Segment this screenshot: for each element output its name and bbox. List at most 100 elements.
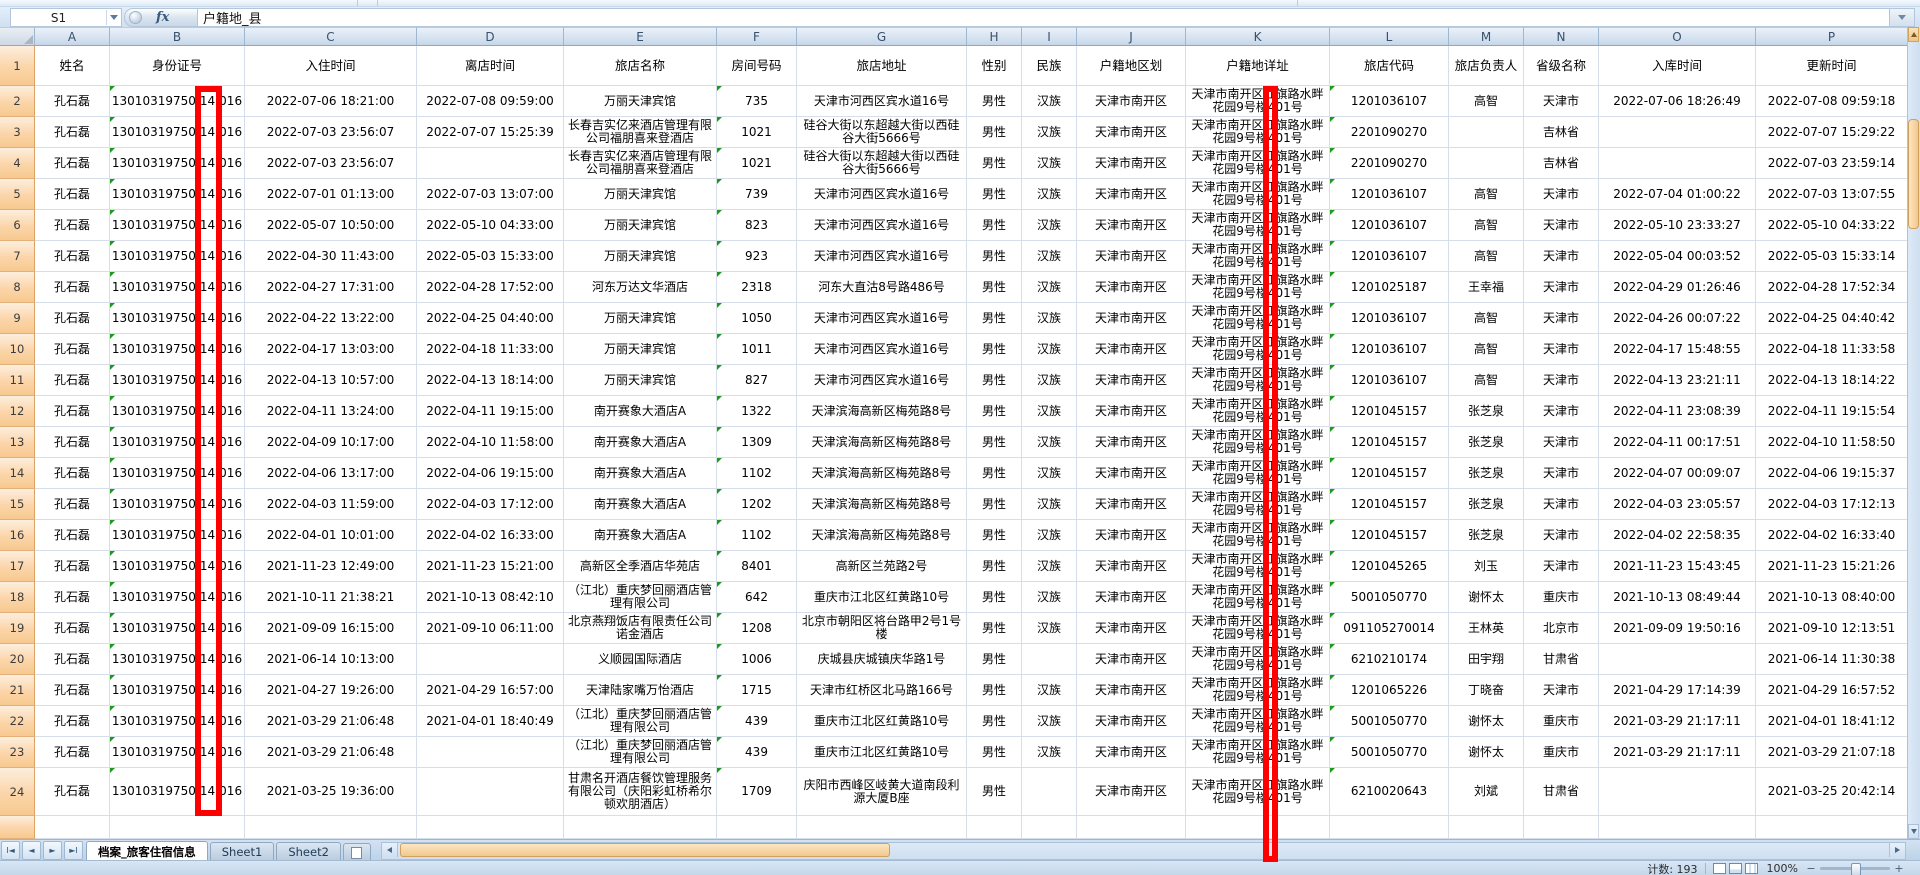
cell-update_time[interactable]: 2022-04-18 11:33:58 — [1756, 334, 1908, 365]
cell-res_addr[interactable]: 天津市南开区红旗路水畔 花园9号楼401号 — [1186, 737, 1330, 768]
header-cell-hotel_code[interactable]: 旅店代码 — [1330, 46, 1449, 86]
cell-hotel_addr[interactable]: 重庆市江北区红黄路10号 — [797, 582, 967, 613]
cell-checkout[interactable]: 2022-07-07 15:25:39 — [417, 117, 564, 148]
cell-manager[interactable]: 张芝泉 — [1449, 427, 1524, 458]
cell-room[interactable]: 739 — [717, 179, 797, 210]
cell-name[interactable]: 孔石磊 — [35, 210, 110, 241]
cell-room[interactable]: 1208 — [717, 613, 797, 644]
cell-name[interactable]: 孔石磊 — [35, 582, 110, 613]
cell-hotel[interactable]: 南开赛象大酒店A — [564, 396, 717, 427]
header-cell-db_time[interactable]: 入库时间 — [1599, 46, 1756, 86]
cell-id[interactable]: 13010319750 14 016 — [110, 737, 245, 768]
cell-manager[interactable]: 张芝泉 — [1449, 489, 1524, 520]
cell-checkin[interactable]: 2022-04-06 13:17:00 — [245, 458, 417, 489]
cell-update_time[interactable]: 2021-04-01 18:41:12 — [1756, 706, 1908, 737]
column-header-P[interactable]: P — [1756, 27, 1908, 46]
cell-gender[interactable]: 男性 — [967, 613, 1022, 644]
cell-checkin[interactable]: 2021-11-23 12:49:00 — [245, 551, 417, 582]
cell-checkout[interactable] — [417, 644, 564, 675]
cell-res_addr[interactable]: 天津市南开区红旗路水畔 花园9号楼401号 — [1186, 582, 1330, 613]
cell-gender[interactable]: 男性 — [967, 117, 1022, 148]
cell-region[interactable]: 天津市南开区 — [1077, 737, 1186, 768]
cell-province[interactable]: 天津市 — [1524, 396, 1599, 427]
cell-ethnic[interactable]: 汉族 — [1022, 86, 1077, 117]
cell-room[interactable]: 1715 — [717, 675, 797, 706]
cell-checkout[interactable]: 2022-04-28 17:52:00 — [417, 272, 564, 303]
cell-checkout[interactable]: 2021-10-13 08:42:10 — [417, 582, 564, 613]
first-sheet-icon[interactable]: Ι◄ — [1, 841, 20, 860]
cell-name[interactable]: 孔石磊 — [35, 675, 110, 706]
cell-hotel_code[interactable]: 1201045265 — [1330, 551, 1449, 582]
cell-room[interactable]: 1006 — [717, 644, 797, 675]
row-header-18[interactable]: 18 — [0, 582, 35, 613]
cell-empty[interactable] — [1022, 816, 1077, 839]
cell-hotel_addr[interactable]: 重庆市江北区红黄路10号 — [797, 706, 967, 737]
cell-checkout[interactable]: 2022-05-10 04:33:00 — [417, 210, 564, 241]
cell-hotel_addr[interactable]: 天津滨海高新区梅苑路8号 — [797, 427, 967, 458]
horizontal-scroll-thumb[interactable] — [399, 843, 890, 857]
cell-checkin[interactable]: 2022-04-11 13:24:00 — [245, 396, 417, 427]
name-box[interactable]: S1 — [10, 8, 122, 27]
cell-room[interactable]: 1102 — [717, 520, 797, 551]
cell-manager[interactable]: 高智 — [1449, 334, 1524, 365]
cell-manager[interactable]: 谢怀太 — [1449, 737, 1524, 768]
cell-ethnic[interactable]: 汉族 — [1022, 303, 1077, 334]
cell-province[interactable]: 甘肃省 — [1524, 768, 1599, 816]
cell-db_time[interactable]: 2022-04-07 00:09:07 — [1599, 458, 1756, 489]
row-header-21[interactable]: 21 — [0, 675, 35, 706]
cell-manager[interactable]: 张芝泉 — [1449, 520, 1524, 551]
cell-manager[interactable]: 王幸福 — [1449, 272, 1524, 303]
cell-update_time[interactable]: 2022-07-03 13:07:55 — [1756, 179, 1908, 210]
cell-region[interactable]: 天津市南开区 — [1077, 148, 1186, 179]
cell-region[interactable]: 天津市南开区 — [1077, 644, 1186, 675]
cell-db_time[interactable]: 2021-03-29 21:17:11 — [1599, 706, 1756, 737]
row-header-1[interactable]: 1 — [0, 46, 35, 86]
cell-checkout[interactable]: 2022-04-11 19:15:00 — [417, 396, 564, 427]
cell-id[interactable]: 13010319750 14 016 — [110, 210, 245, 241]
cell-gender[interactable]: 男性 — [967, 768, 1022, 816]
cell-res_addr[interactable]: 天津市南开区红旗路水畔 花园9号楼401号 — [1186, 675, 1330, 706]
cell-db_time[interactable]: 2021-09-09 19:50:16 — [1599, 613, 1756, 644]
row-header-22[interactable]: 22 — [0, 706, 35, 737]
header-cell-update_time[interactable]: 更新时间 — [1756, 46, 1908, 86]
cell-gender[interactable]: 男性 — [967, 396, 1022, 427]
cell-hotel[interactable]: 南开赛象大酒店A — [564, 427, 717, 458]
cell-name[interactable]: 孔石磊 — [35, 551, 110, 582]
cell-name[interactable]: 孔石磊 — [35, 706, 110, 737]
cell-hotel[interactable]: 天津陆家嘴万怡酒店 — [564, 675, 717, 706]
cell-id[interactable]: 13010319750 14 016 — [110, 396, 245, 427]
cell-id[interactable]: 13010319750 14 016 — [110, 582, 245, 613]
cell-res_addr[interactable]: 天津市南开区红旗路水畔 花园9号楼401号 — [1186, 365, 1330, 396]
cell-checkin[interactable]: 2022-04-09 10:17:00 — [245, 427, 417, 458]
column-header-E[interactable]: E — [564, 27, 717, 46]
cell-ethnic[interactable]: 汉族 — [1022, 551, 1077, 582]
cell-checkin[interactable]: 2022-04-22 13:22:00 — [245, 303, 417, 334]
cell-update_time[interactable]: 2022-04-10 11:58:50 — [1756, 427, 1908, 458]
zoom-out-icon[interactable]: − — [1806, 862, 1816, 875]
cell-gender[interactable]: 男性 — [967, 179, 1022, 210]
cell-db_time[interactable]: 2022-04-26 00:07:22 — [1599, 303, 1756, 334]
scroll-down-icon[interactable] — [1908, 824, 1919, 839]
header-cell-gender[interactable]: 性别 — [967, 46, 1022, 86]
cell-hotel[interactable]: 北京燕翔饭店有限责任公司诺金酒店 — [564, 613, 717, 644]
cell-checkout[interactable]: 2022-04-18 11:33:00 — [417, 334, 564, 365]
cell-checkout[interactable]: 2021-04-29 16:57:00 — [417, 675, 564, 706]
cell-region[interactable]: 天津市南开区 — [1077, 675, 1186, 706]
cell-gender[interactable]: 男性 — [967, 582, 1022, 613]
cell-id[interactable]: 13010319750 14 016 — [110, 334, 245, 365]
cell-db_time[interactable]: 2022-04-03 23:05:57 — [1599, 489, 1756, 520]
cell-ethnic[interactable]: 汉族 — [1022, 613, 1077, 644]
cell-province[interactable]: 天津市 — [1524, 210, 1599, 241]
cell-hotel[interactable]: 河东万达文华酒店 — [564, 272, 717, 303]
cell-res_addr[interactable]: 天津市南开区红旗路水畔 花园9号楼401号 — [1186, 520, 1330, 551]
cell-manager[interactable]: 高智 — [1449, 365, 1524, 396]
name-box-dropdown-icon[interactable] — [106, 10, 121, 25]
cell-hotel_code[interactable]: 1201036107 — [1330, 179, 1449, 210]
cell-hotel_addr[interactable]: 河东大直沽8号路486号 — [797, 272, 967, 303]
cell-checkin[interactable]: 2021-09-09 16:15:00 — [245, 613, 417, 644]
cell-empty[interactable] — [1524, 816, 1599, 839]
cell-province[interactable]: 天津市 — [1524, 241, 1599, 272]
cell-res_addr[interactable]: 天津市南开区红旗路水畔 花园9号楼401号 — [1186, 86, 1330, 117]
cell-hotel_addr[interactable]: 天津市河西区宾水道16号 — [797, 210, 967, 241]
cell-region[interactable]: 天津市南开区 — [1077, 489, 1186, 520]
